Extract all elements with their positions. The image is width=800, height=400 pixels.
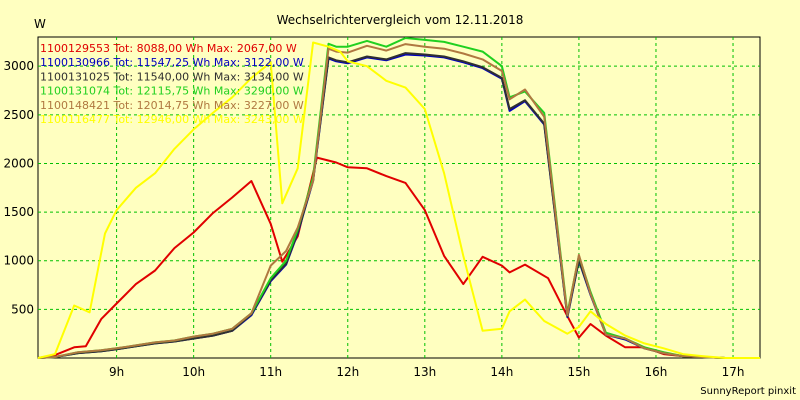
y-axis-label: W: [34, 17, 46, 31]
legend-entry-5: 1100148421 Tot: 12014,75 Wh Max: 3227,00…: [40, 99, 304, 112]
y-tick-label: 1000: [3, 254, 34, 268]
x-tick-label: 16h: [645, 365, 668, 379]
legend-entry-2: 1100130966 Tot: 11547,25 Wh Max: 3122,00…: [40, 56, 304, 69]
legend: 1100129553 Tot: 8088,00 Wh Max: 2067,00 …: [40, 42, 304, 126]
y-tick-label: 2500: [3, 108, 34, 122]
y-tick-label: 2000: [3, 156, 34, 170]
legend-entry-4: 1100131074 Tot: 12115,75 Wh Max: 3290,00…: [40, 85, 304, 98]
x-tick-label: 14h: [490, 365, 513, 379]
y-tick-label: 1500: [3, 205, 34, 219]
footer-credit: SunnyReport pinxit: [700, 386, 796, 397]
y-tick-label: 500: [11, 302, 34, 316]
series-line-5: [37, 43, 760, 359]
legend-entry-6: 1100116477 Tot: 12946,00 Wh Max: 3243,00…: [40, 113, 304, 126]
series-layer: [37, 37, 760, 359]
x-tick-label: 10h: [182, 365, 205, 379]
plot-area: [37, 36, 761, 359]
legend-entry-1: 1100129553 Tot: 8088,00 Wh Max: 2067,00 …: [40, 42, 297, 55]
grid-layer: [38, 37, 760, 358]
x-tick-label: 17h: [722, 365, 745, 379]
x-tick-label: 11h: [259, 365, 282, 379]
legend-entry-3: 1100131025 Tot: 11540,00 Wh Max: 3134,00…: [40, 70, 304, 83]
x-tick-label: 9h: [109, 365, 124, 379]
y-tick-label: 3000: [3, 59, 34, 73]
series-line-1: [37, 156, 760, 359]
series-line-6: [37, 41, 760, 359]
tick-layer: 500 1000 1500 2000 2500 3000 9h 10h 11h 12h 13h 14h…: [3, 59, 744, 379]
x-tick-label: 12h: [336, 365, 359, 379]
x-tick-label: 15h: [567, 365, 590, 379]
x-tick-label: 13h: [413, 365, 436, 379]
chart-title: Wechselrichtervergleich vom 12.11.2018: [277, 13, 524, 27]
